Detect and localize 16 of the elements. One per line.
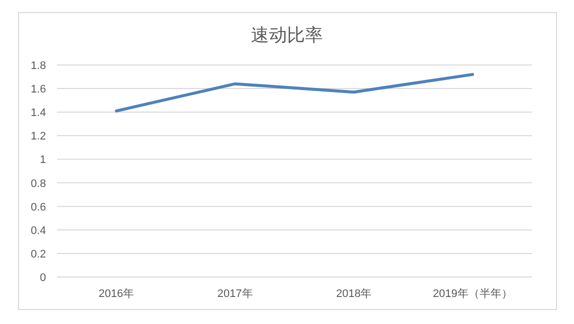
x-tick-label: 2019年（半年）	[432, 287, 512, 300]
y-tick-label: 1.8	[30, 60, 46, 72]
y-tick-label: 1.6	[30, 84, 46, 96]
y-tick-label: 0.8	[30, 178, 46, 190]
y-tick-label: 0.6	[30, 201, 46, 214]
y-tick-label: 0.2	[30, 248, 46, 260]
y-tick-label: 1.4	[30, 107, 46, 120]
y-tick-label: 1	[40, 154, 46, 166]
x-tick-label: 2017年	[217, 288, 253, 300]
line-series	[114, 72, 474, 112]
y-tick-label: 0	[40, 272, 46, 284]
y-tick-label: 0.4	[30, 224, 46, 237]
x-tick-label: 2018年	[336, 288, 372, 300]
chart-title: 速动比率	[251, 25, 323, 45]
x-tick-label: 2016年	[98, 288, 134, 300]
y-tick-label: 1.2	[30, 130, 46, 143]
